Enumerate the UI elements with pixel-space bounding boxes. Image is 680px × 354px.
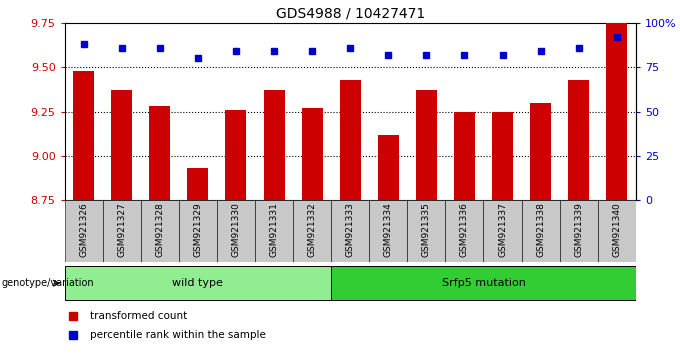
Bar (522, 200, 560, 262)
Bar (483, 200, 522, 262)
Bar (141, 200, 179, 262)
Bar (445, 200, 483, 262)
Bar (226, 110, 246, 200)
Bar (188, 168, 208, 200)
Text: transformed count: transformed count (90, 311, 188, 321)
Text: GSM921333: GSM921333 (345, 202, 355, 257)
Bar (369, 200, 407, 262)
Bar (407, 200, 445, 262)
Text: GSM921335: GSM921335 (422, 202, 431, 257)
Text: wild type: wild type (173, 278, 223, 288)
Bar (73, 71, 94, 200)
Text: genotype/variation: genotype/variation (1, 278, 94, 288)
Bar (302, 108, 322, 200)
Bar (331, 200, 369, 262)
Text: GSM921340: GSM921340 (612, 202, 622, 257)
Text: GSM921329: GSM921329 (193, 202, 203, 257)
Bar (378, 135, 398, 200)
Bar (340, 80, 360, 200)
Bar (416, 90, 437, 200)
Bar (530, 103, 551, 200)
Bar (65, 200, 103, 262)
Text: GSM921330: GSM921330 (231, 202, 241, 257)
Bar (179, 200, 217, 262)
Text: GSM921337: GSM921337 (498, 202, 507, 257)
Text: GSM921328: GSM921328 (155, 202, 165, 257)
Text: GSM921334: GSM921334 (384, 202, 393, 257)
Bar (150, 106, 170, 200)
Bar (568, 80, 589, 200)
Bar (607, 23, 627, 200)
Text: Srfp5 mutation: Srfp5 mutation (441, 278, 526, 288)
Title: GDS4988 / 10427471: GDS4988 / 10427471 (275, 6, 425, 21)
Bar (264, 90, 284, 200)
Bar (492, 112, 513, 200)
Bar (560, 200, 598, 262)
Text: GSM921336: GSM921336 (460, 202, 469, 257)
Bar (293, 200, 331, 262)
Bar (65, 266, 331, 300)
Text: percentile rank within the sample: percentile rank within the sample (90, 330, 266, 340)
Text: GSM921339: GSM921339 (574, 202, 583, 257)
Bar (598, 200, 636, 262)
Text: GSM921338: GSM921338 (536, 202, 545, 257)
Text: GSM921332: GSM921332 (307, 202, 317, 257)
Text: GSM921331: GSM921331 (269, 202, 279, 257)
Text: GSM921326: GSM921326 (79, 202, 88, 257)
Bar (454, 112, 475, 200)
Text: GSM921327: GSM921327 (117, 202, 126, 257)
Bar (255, 200, 293, 262)
Bar (331, 266, 636, 300)
Bar (103, 200, 141, 262)
Bar (112, 90, 132, 200)
Bar (217, 200, 255, 262)
